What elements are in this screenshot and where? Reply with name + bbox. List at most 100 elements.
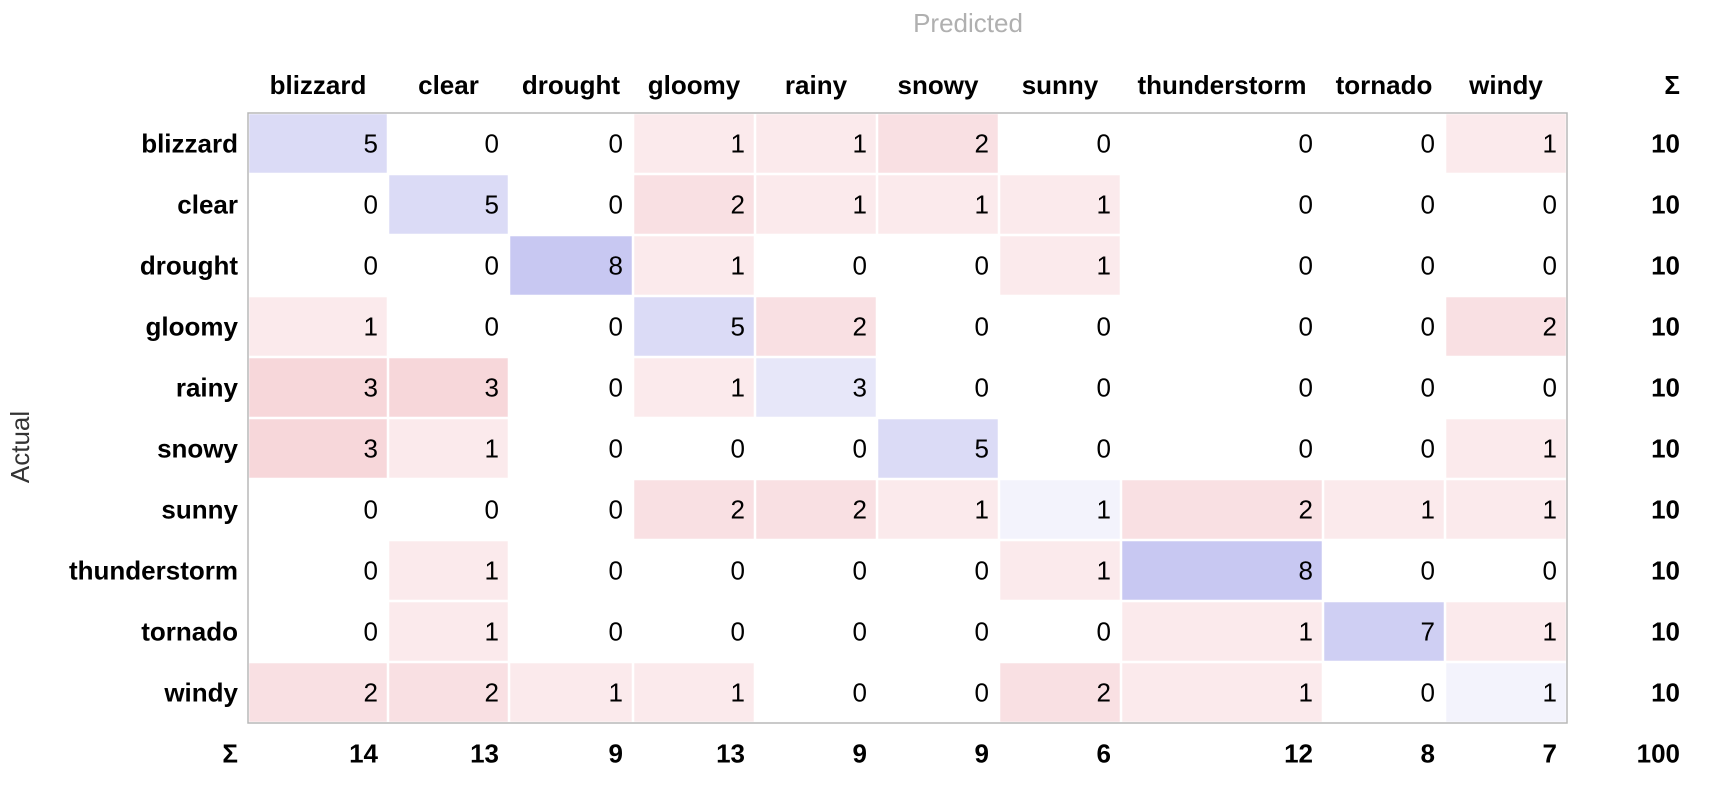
cell-value: 0 — [1299, 190, 1313, 220]
cell-value: 1 — [1097, 495, 1111, 525]
cell-value: 1 — [853, 190, 867, 220]
heatmap-cell — [634, 480, 754, 539]
heatmap-cell — [878, 175, 998, 234]
cell-value: 1 — [853, 129, 867, 159]
cell-value: 2 — [1299, 495, 1313, 525]
col-header-blizzard: blizzard — [270, 70, 367, 100]
row-header-sum: Σ — [222, 739, 238, 769]
cell-value: 0 — [485, 312, 499, 342]
heatmap-cell — [1324, 602, 1444, 661]
heatmap-cell — [1122, 663, 1322, 722]
cell-value: 1 — [1097, 190, 1111, 220]
cell-value: 0 — [1097, 373, 1111, 403]
heatmap-cell — [756, 114, 876, 173]
x-axis-title: Predicted — [913, 8, 1023, 38]
heatmap-cell — [878, 480, 998, 539]
cell-value: 1 — [1097, 251, 1111, 281]
cell-value: 0 — [1543, 190, 1557, 220]
cell-value: 0 — [1421, 678, 1435, 708]
heatmap-cell — [249, 663, 387, 722]
heatmap-cell — [1122, 480, 1322, 539]
cell-value: 0 — [853, 434, 867, 464]
cell-value: 0 — [1097, 312, 1111, 342]
column-headers: blizzard clear drought gloomy rainy snowy sunn… — [270, 70, 1680, 100]
heatmap-cell — [1000, 663, 1120, 722]
row-header-windy: windy — [163, 678, 238, 708]
y-axis-title: Actual — [5, 411, 35, 483]
cell-value: 1 — [1299, 617, 1313, 647]
cell-value: 1 — [1097, 556, 1111, 586]
col-sum: 8 — [1421, 739, 1435, 769]
cell-value: 0 — [1097, 617, 1111, 647]
cell-value: 0 — [1421, 190, 1435, 220]
col-header-windy: windy — [1468, 70, 1543, 100]
cell-value: 0 — [485, 495, 499, 525]
cell-value: 0 — [364, 556, 378, 586]
cell-value: 1 — [731, 251, 745, 281]
cell-value: 3 — [364, 434, 378, 464]
row-headers: blizzard clear drought gloomy rainy snowy sunn… — [69, 129, 239, 708]
cell-value: 0 — [975, 312, 989, 342]
col-header-gloomy: gloomy — [648, 70, 741, 100]
cell-value: 1 — [609, 678, 623, 708]
cell-value: 0 — [609, 556, 623, 586]
col-sum: 7 — [1543, 739, 1557, 769]
col-header-rainy: rainy — [785, 70, 848, 100]
heatmap-cells: 5 0 0 1 1 2 0 0 0 10 5 0 2 1 1 1 0 0 00 0 8 1 0 0 1 0 0 01 0 0 5 2 0 0 0 0 2… — [249, 114, 1566, 722]
col-sum: 9 — [975, 739, 989, 769]
cell-value: 8 — [1299, 556, 1313, 586]
cell-value: 0 — [853, 556, 867, 586]
heatmap-cell — [1000, 480, 1120, 539]
row-header-tornado: tornado — [141, 617, 238, 647]
heatmap-cell — [1324, 480, 1444, 539]
cell-value: 1 — [731, 373, 745, 403]
heatmap-cell — [634, 175, 754, 234]
cell-value: 0 — [1421, 251, 1435, 281]
row-sum: 10 — [1651, 251, 1680, 281]
cell-value: 8 — [609, 251, 623, 281]
row-sum: 10 — [1651, 129, 1680, 159]
heatmap-cell — [1000, 175, 1120, 234]
col-sum: 6 — [1097, 739, 1111, 769]
col-header-drought: drought — [522, 70, 621, 100]
cell-value: 2 — [975, 129, 989, 159]
row-sum: 10 — [1651, 678, 1680, 708]
cell-value: 0 — [975, 373, 989, 403]
cell-value: 0 — [975, 556, 989, 586]
cell-value: 1 — [731, 678, 745, 708]
cell-value: 0 — [609, 190, 623, 220]
cell-value: 0 — [1299, 434, 1313, 464]
row-sum: 10 — [1651, 190, 1680, 220]
heatmap-cell — [756, 480, 876, 539]
heatmap-cell — [1446, 114, 1566, 173]
row-sum: 10 — [1651, 434, 1680, 464]
cell-value: 0 — [1421, 434, 1435, 464]
heatmap-cell — [1000, 541, 1120, 600]
cell-value: 5 — [364, 129, 378, 159]
grand-total: 100 — [1637, 739, 1680, 769]
cell-value: 0 — [1421, 373, 1435, 403]
cell-value: 0 — [1299, 129, 1313, 159]
row-sum: 10 — [1651, 495, 1680, 525]
cell-value: 0 — [731, 434, 745, 464]
heatmap-cell — [249, 419, 387, 478]
cell-value: 0 — [1421, 556, 1435, 586]
cell-value: 1 — [1543, 617, 1557, 647]
row-header-thunderstorm: thunderstorm — [69, 556, 238, 586]
cell-value: 1 — [975, 495, 989, 525]
col-sum: 13 — [470, 739, 499, 769]
heatmap-cell — [634, 663, 754, 722]
cell-value: 0 — [1299, 251, 1313, 281]
col-sum: 12 — [1284, 739, 1313, 769]
heatmap-cell — [756, 297, 876, 356]
cell-value: 1 — [485, 434, 499, 464]
cell-value: 0 — [364, 190, 378, 220]
cell-value: 1 — [1421, 495, 1435, 525]
cell-value: 5 — [731, 312, 745, 342]
cell-value: 0 — [1421, 129, 1435, 159]
cell-value: 0 — [975, 617, 989, 647]
row-header-clear: clear — [177, 190, 238, 220]
cell-value: 1 — [731, 129, 745, 159]
heatmap-cell — [756, 175, 876, 234]
row-header-blizzard: blizzard — [141, 129, 238, 159]
